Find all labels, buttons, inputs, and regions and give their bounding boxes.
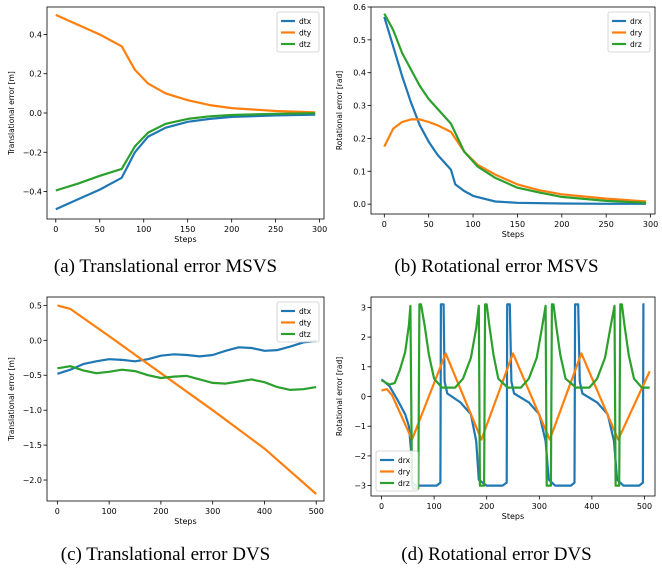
y-tick-label: −0.4 (23, 188, 42, 197)
x-tick-label: 200 (554, 220, 569, 229)
x-tick-label: 300 (643, 220, 658, 229)
series-line-dty (57, 304, 317, 495)
x-axis-label: Steps (174, 517, 196, 526)
x-tick-label: 300 (532, 502, 547, 511)
y-tick-label: 0.1 (353, 167, 366, 176)
x-tick-label: 100 (426, 502, 441, 511)
legend-label-dty: dty (299, 29, 312, 38)
y-tick-label: 0.0 (29, 336, 42, 345)
series-line-dtx (57, 339, 317, 375)
chart-d: 0 100 200 300 400 500 −3 −2 −1 0 1 2 3 Steps Rotationa… (331, 290, 662, 532)
caption-c: (c) Translational error DVS (60, 544, 271, 565)
x-tick-label: 150 (180, 225, 195, 234)
chart-b: 0 50 100 150 200 250 300 0.0 0.1 0.2 0.3 0.4 0.5 0.6 S… (331, 0, 662, 248)
series-line-dtx (55, 113, 316, 211)
series-line-drz (383, 13, 647, 204)
x-axis-label: Steps (174, 235, 196, 244)
y-tick-label: −2.0 (23, 476, 42, 485)
chart-c-svg: 0 100 200 300 400 500 −2.0 −1.5 −1.0 −0.5 0.0 0.5 St… (7, 296, 325, 526)
y-tick-label: −0.2 (23, 148, 42, 157)
x-tick-label: 250 (599, 220, 614, 229)
x-tick-label: 100 (136, 225, 151, 234)
chart-c: 0 100 200 300 400 500 −2.0 −1.5 −1.0 −0.5 0.0 0.5 St… (0, 290, 331, 532)
y-tick-label: −1.0 (23, 406, 42, 415)
y-tick-label: 0.3 (353, 102, 366, 111)
series-line-drx (383, 16, 647, 205)
legend-label-drx: drx (398, 456, 411, 465)
y-axis-label: Translational error [m] (7, 71, 16, 156)
y-tick-label: 0.6 (353, 3, 366, 12)
caption-d: (d) Rotational error DVS (401, 544, 592, 565)
x-tick-label: 50 (424, 220, 434, 229)
chart-a-svg: 0 50 100 150 200 250 300 −0.4 −0.2 0.0 0.2 0.4 Steps… (7, 6, 327, 244)
x-tick-label: 0 (55, 507, 60, 516)
x-tick-label: 200 (153, 507, 168, 516)
y-axis-label: Rotational error [rad] (335, 357, 344, 436)
y-tick-label: 0.2 (29, 70, 42, 79)
series-line-dtz (57, 365, 317, 391)
x-axis-label: Steps (502, 230, 524, 239)
caption-a: (a) Translational error MSVS (53, 256, 278, 277)
x-tick-label: 0 (379, 502, 384, 511)
chart-b-svg: 0 50 100 150 200 250 300 0.0 0.1 0.2 0.3 0.4 0.5 0.6 S… (335, 3, 658, 239)
legend-label-dtx: dtx (299, 307, 312, 316)
x-tick-label: 150 (510, 220, 525, 229)
y-tick-label: −3 (354, 482, 366, 491)
legend-label-drz: drz (398, 479, 410, 488)
y-tick-label: −0.5 (23, 371, 42, 380)
x-tick-label: 100 (101, 507, 116, 516)
series-line-dry (381, 352, 651, 441)
x-tick-label: 100 (465, 220, 480, 229)
chart-d-svg: 0 100 200 300 400 500 −3 −2 −1 0 1 2 3 Steps Rotationa… (335, 296, 656, 521)
series-line-drz (380, 303, 650, 490)
chart-a: 0 50 100 150 200 250 300 −0.4 −0.2 0.0 0.2 0.4 Steps… (0, 0, 331, 248)
x-tick-label: 300 (312, 225, 327, 234)
x-tick-label: 300 (205, 507, 220, 516)
series-line-dty (55, 13, 316, 114)
series-line-dtz (55, 112, 316, 192)
plot-frame (370, 6, 656, 215)
series-line-dry (383, 118, 647, 203)
caption-b: (b) Rotational error MSVS (394, 256, 599, 277)
y-tick-label: 0.5 (353, 36, 366, 45)
legend-label-dty: dty (299, 319, 312, 328)
y-tick-label: 0.0 (353, 200, 366, 209)
legend-label-drz: drz (630, 40, 642, 49)
x-tick-label: 400 (584, 502, 599, 511)
plot-frame (46, 296, 325, 502)
x-tick-label: 250 (268, 225, 283, 234)
y-axis-label: Rotational error [rad] (335, 71, 344, 150)
x-tick-label: 0 (53, 225, 58, 234)
x-tick-label: 500 (637, 502, 652, 511)
y-tick-label: 0.0 (29, 109, 42, 118)
y-tick-label: −1.5 (23, 441, 42, 450)
x-tick-label: 200 (479, 502, 494, 511)
y-tick-label: −1 (354, 422, 366, 431)
x-tick-label: 400 (257, 507, 272, 516)
legend-label-dry: dry (398, 468, 411, 477)
legend-label-dtz: dtz (299, 40, 311, 49)
y-axis-label: Translational error [m] (7, 357, 16, 442)
x-axis-label: Steps (502, 512, 524, 521)
legend-label-drx: drx (630, 17, 643, 26)
legend-label-dtz: dtz (299, 330, 311, 339)
x-tick-label: 0 (382, 220, 387, 229)
y-tick-label: 0.4 (353, 69, 366, 78)
y-tick-label: 0.2 (353, 134, 366, 143)
x-tick-label: 50 (95, 225, 105, 234)
x-tick-label: 500 (309, 507, 324, 516)
y-tick-label: 3 (361, 303, 366, 312)
legend-label-dry: dry (630, 29, 643, 38)
y-tick-label: 0.4 (29, 30, 42, 39)
y-tick-label: −2 (354, 452, 366, 461)
y-tick-label: 2 (361, 333, 366, 342)
x-tick-label: 200 (224, 225, 239, 234)
legend-label-dtx: dtx (299, 17, 312, 26)
y-tick-label: 0 (361, 393, 366, 402)
y-tick-label: 0.5 (29, 301, 42, 310)
series-line-drx (380, 303, 645, 487)
y-tick-label: 1 (361, 363, 366, 372)
